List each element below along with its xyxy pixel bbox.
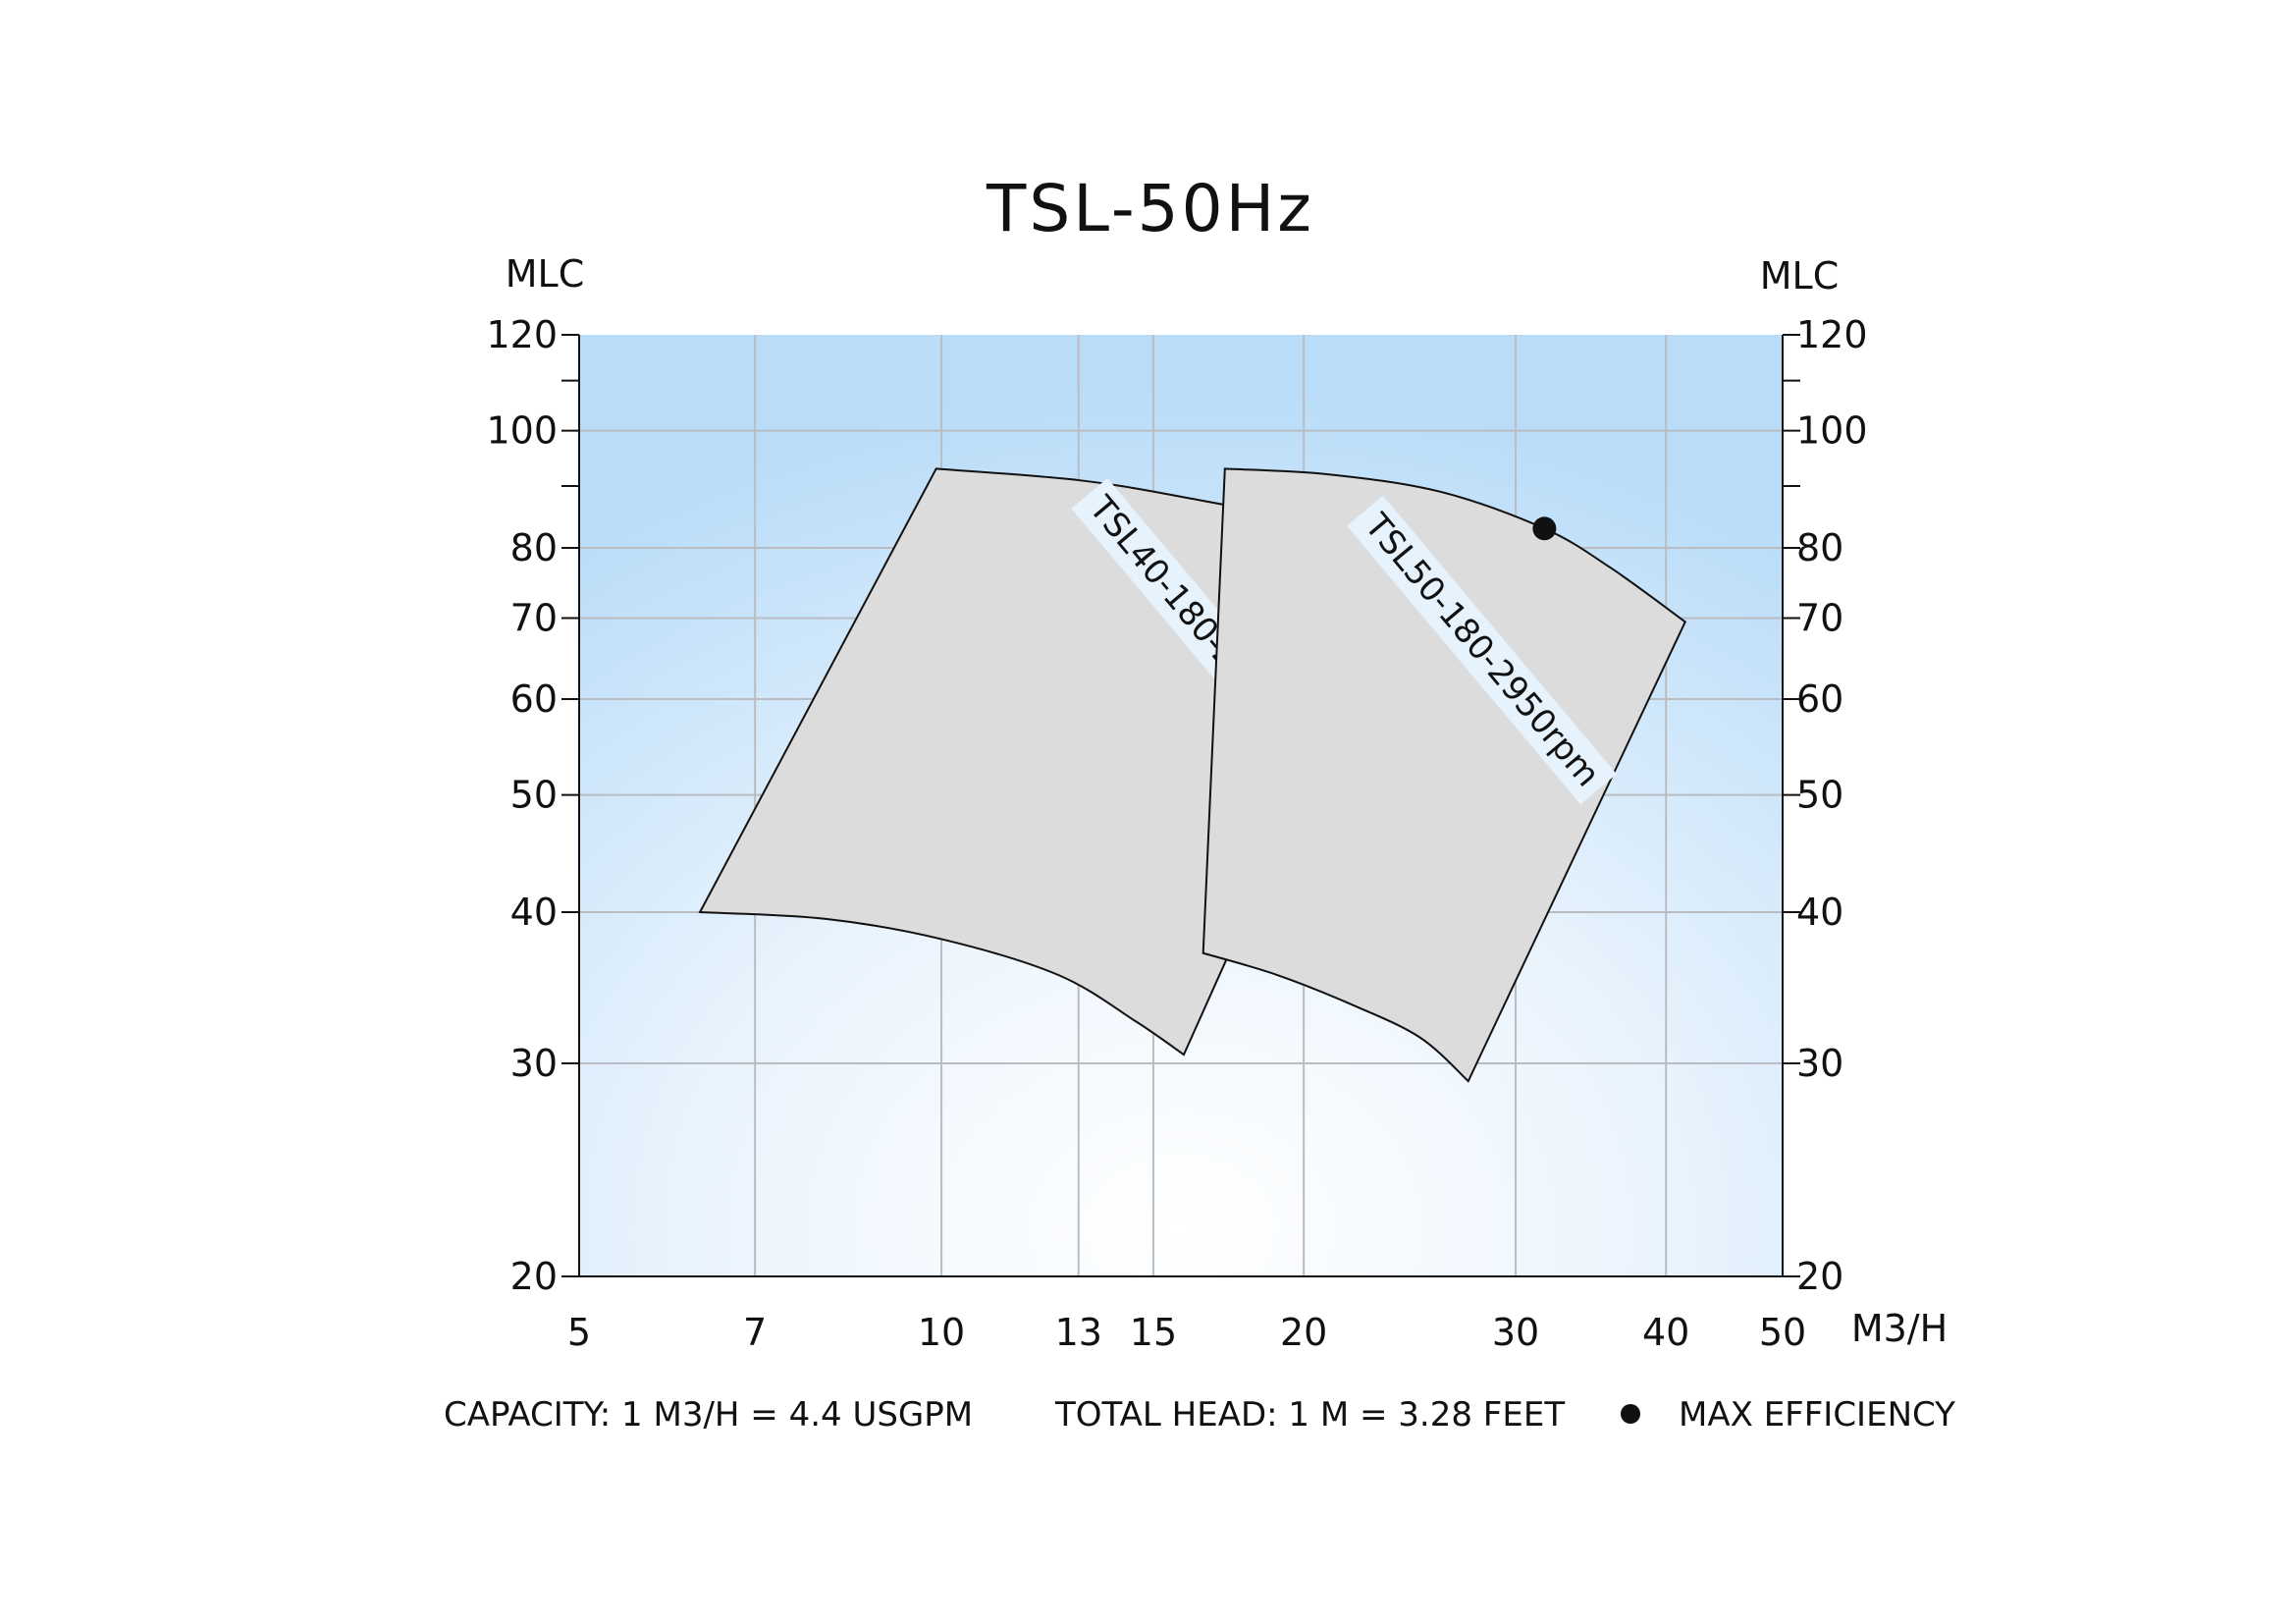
chart-title: TSL-50Hz: [986, 171, 1314, 246]
x-tick-label-10: 10: [918, 1311, 965, 1354]
y-tick-label-left-40: 40: [510, 891, 558, 934]
y-tick-label-right-70: 70: [1796, 596, 1843, 639]
y-tick-label-right-30: 30: [1796, 1042, 1843, 1085]
y-tick-label-left-20: 20: [510, 1255, 558, 1298]
y-tick-label-right-120: 120: [1796, 313, 1868, 356]
y-tick-label-right-80: 80: [1796, 526, 1843, 569]
max-efficiency-marker-2: [1532, 516, 1557, 541]
performance-regions: TSL40-180-2950rpm TSL50-180-2950rpm: [698, 467, 1687, 1083]
x-tick-labels: 5 7 10 13 15 20 30 40 50: [567, 1311, 1806, 1354]
x-tick-label-15: 15: [1130, 1311, 1177, 1354]
x-tick-label-13: 13: [1055, 1311, 1102, 1354]
y-tick-label-left-100: 100: [486, 409, 558, 453]
region-2: [1201, 467, 1687, 1083]
y-unit-right: MLC: [1760, 254, 1840, 298]
y-unit-left: MLC: [506, 252, 585, 296]
x-tick-label-50: 50: [1759, 1311, 1806, 1354]
y-tick-label-left-120: 120: [486, 313, 558, 356]
y-tick-label-left-60: 60: [510, 677, 558, 721]
y-tick-label-right-40: 40: [1796, 891, 1843, 934]
y-tick-label-left-70: 70: [510, 596, 558, 639]
x-tick-label-30: 30: [1492, 1311, 1539, 1354]
footer-capacity: CAPACITY: 1 M3/H = 4.4 USGPM: [444, 1395, 973, 1435]
y-tick-labels-left: 20 30 40 50 60 70 80 100 120: [486, 313, 558, 1298]
x-tick-label-7: 7: [743, 1311, 767, 1354]
y-tick-label-left-30: 30: [510, 1042, 558, 1085]
y-tick-label-right-20: 20: [1796, 1255, 1843, 1298]
y-tick-label-left-50: 50: [510, 774, 558, 817]
y-tick-label-right-60: 60: [1796, 677, 1843, 721]
region-label-bg-2: [1347, 495, 1617, 805]
footer-legend: MAX EFFICIENCY: [1679, 1395, 1955, 1435]
footer-head: TOTAL HEAD: 1 M = 3.28 FEET: [1054, 1395, 1565, 1435]
y-tick-label-right-50: 50: [1796, 774, 1843, 817]
y-tick-label-left-80: 80: [510, 526, 558, 569]
x-unit: M3/H: [1851, 1307, 1948, 1350]
legend-marker-icon: [1621, 1404, 1640, 1424]
x-tick-label-40: 40: [1642, 1311, 1689, 1354]
plot-frame: [561, 334, 1800, 1277]
x-tick-label-20: 20: [1280, 1311, 1327, 1354]
y-tick-label-right-100: 100: [1796, 409, 1868, 453]
y-tick-labels-right: 20 30 40 50 60 70 80 100 120: [1796, 313, 1868, 1298]
x-tick-label-5: 5: [567, 1311, 591, 1354]
